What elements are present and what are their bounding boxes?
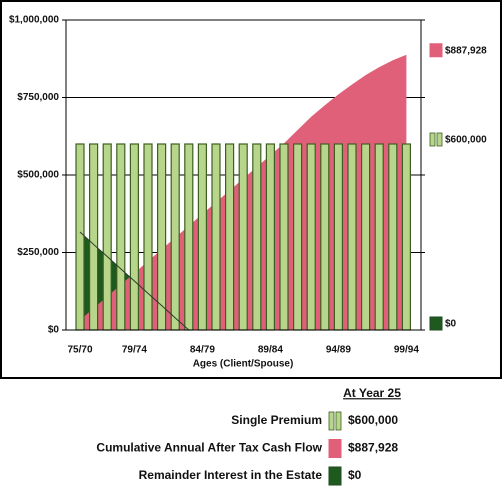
end-label: $600,000 [445,135,487,146]
legend-label: Cumulative Annual After Tax Cash Flow [96,441,322,455]
end-label: $887,928 [445,45,487,56]
bar [320,143,330,331]
bar [388,143,398,331]
bar [116,143,126,331]
legend-swatch [429,316,443,331]
x-tick-label: 84/79 [190,345,215,356]
bar [306,143,316,331]
bar [252,143,262,331]
legend-swatch [436,132,443,147]
x-tick-label: 75/70 [67,345,92,356]
bar [157,143,167,331]
legend-swatch [328,466,342,486]
y-tick-label: $0 [48,325,60,336]
legend-value: $887,928 [348,441,398,455]
bar [347,143,357,331]
bar [238,143,248,331]
bar [102,143,112,331]
bar [129,143,139,331]
bar [143,143,153,331]
x-tick-label: 99/94 [394,345,419,356]
bar [88,143,99,331]
bar [293,143,303,331]
x-tick-label: 79/74 [122,345,147,356]
y-tick-label: $500,000 [17,170,59,181]
bar [75,143,85,331]
y-tick-label: $750,000 [17,92,59,103]
legend-swatch [328,439,342,458]
legend-swatch [429,132,436,147]
bar [184,143,194,331]
x-tick-label: 89/84 [258,345,283,356]
legend-label: Remainder Interest in the Estate [139,468,323,482]
bar [279,143,289,331]
bar [361,143,371,331]
x-axis-title: Ages (Client/Spouse) [193,359,294,370]
y-tick-label: $1,000,000 [9,15,59,26]
legend-value: $0 [348,468,362,482]
bar [225,143,235,331]
bar [265,143,275,331]
legend-swatch [335,411,342,431]
bar [374,143,384,331]
y-tick-label: $250,000 [17,247,59,258]
legend-title: At Year 25 [343,386,401,400]
bar [401,143,411,331]
end-label: $0 [445,319,457,330]
legend-label: Single Premium [231,413,322,427]
bar [197,143,207,331]
bar [170,143,180,331]
bar [211,143,221,331]
legend-value: $600,000 [348,413,398,427]
legend-swatch [328,411,335,431]
bar [333,143,343,331]
legend-swatch [429,43,443,58]
x-tick-label: 94/89 [326,345,351,356]
